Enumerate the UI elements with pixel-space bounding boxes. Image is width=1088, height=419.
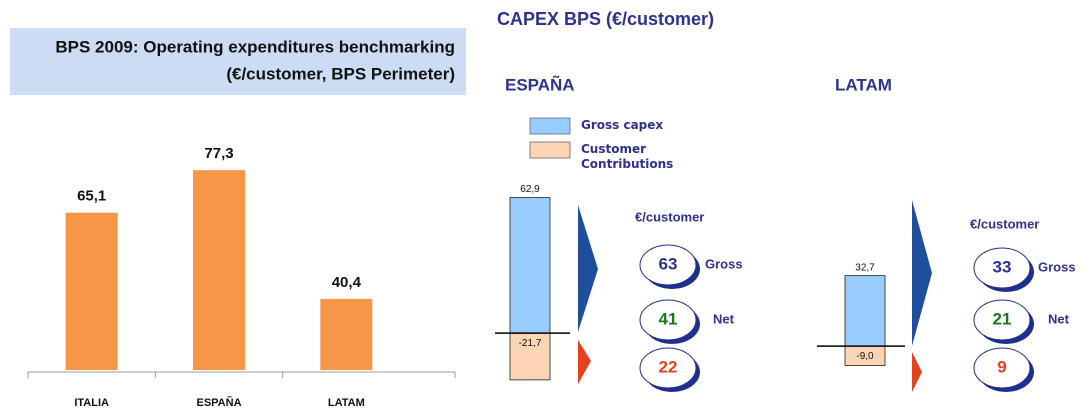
value-label: 40,4: [332, 274, 362, 291]
unit-label: €/customer: [635, 209, 704, 224]
circle: [973, 247, 1031, 289]
value-label: 32,7: [855, 262, 875, 273]
bar-segment: [509, 197, 551, 334]
x-tick-label: ITALIA: [74, 397, 109, 409]
panel-title: LATAM: [835, 75, 892, 94]
circle: [973, 299, 1031, 341]
value-label: -21,7: [519, 338, 542, 349]
value-label: 62,9: [520, 184, 540, 195]
summary-value: 41: [659, 309, 678, 328]
summary-label: Gross: [1038, 259, 1076, 274]
legend-swatch: [529, 117, 571, 135]
x-tick-label: ESPAÑA: [196, 396, 241, 409]
bar: [320, 298, 373, 370]
arrow: [578, 340, 591, 384]
section-title: CAPEX BPS (€/customer): [497, 9, 714, 29]
circle: [639, 347, 697, 389]
circle: [639, 244, 697, 286]
bar: [193, 170, 245, 370]
circle: [639, 299, 697, 341]
summary-value: 22: [659, 357, 678, 376]
legend-swatch: [529, 141, 571, 159]
arrow: [912, 200, 932, 346]
summary-label: Net: [713, 311, 735, 326]
legend-label: Gross capex: [581, 118, 664, 132]
summary-label: Gross: [705, 256, 743, 271]
title-box: [10, 28, 466, 95]
x-tick-label: LATAM: [328, 397, 365, 409]
legend-item: Gross capex: [581, 118, 664, 132]
circle: [973, 347, 1031, 389]
unit-label: €/customer: [970, 216, 1039, 231]
panel-title: ESPAÑA: [505, 74, 575, 94]
summary-value: 33: [993, 257, 1012, 276]
value-label: 77,3: [204, 145, 233, 162]
bar-segment: [844, 275, 886, 347]
arrow: [578, 205, 598, 332]
legend-item: Customer Contributions: [581, 142, 674, 171]
summary-label: Net: [1048, 311, 1070, 326]
legend-label: Customer Contributions: [581, 142, 674, 171]
bar: [65, 212, 118, 370]
summary-value: 63: [659, 254, 678, 273]
chart-title: BPS 2009: Operating expenditures benchma…: [55, 37, 455, 56]
summary-value: 21: [993, 309, 1012, 328]
value-label: 65,1: [77, 188, 106, 205]
chart-subtitle: (€/customer, BPS Perimeter): [226, 64, 455, 83]
value-label: -9,0: [856, 351, 874, 362]
bar-segment: [509, 332, 551, 381]
summary-value: 9: [997, 357, 1006, 376]
arrow: [912, 352, 922, 392]
